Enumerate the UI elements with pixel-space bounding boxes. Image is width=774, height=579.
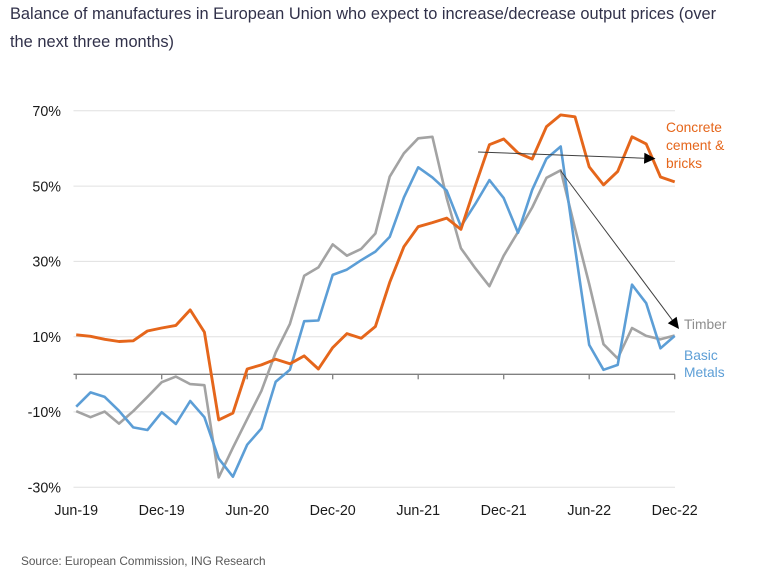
svg-text:Concrete: Concrete [666, 120, 722, 135]
svg-text:-30%: -30% [28, 480, 62, 496]
svg-text:Jun-19: Jun-19 [54, 503, 98, 519]
svg-text:Dec-22: Dec-22 [652, 503, 698, 519]
svg-text:cement &: cement & [666, 138, 724, 153]
svg-text:30%: 30% [32, 255, 61, 271]
svg-text:bricks: bricks [666, 156, 702, 171]
svg-text:Timber: Timber [684, 317, 727, 332]
svg-text:Jun-21: Jun-21 [396, 503, 440, 519]
svg-text:-10%: -10% [28, 405, 62, 421]
svg-text:Jun-22: Jun-22 [567, 503, 611, 519]
svg-text:Basic: Basic [684, 348, 718, 363]
svg-text:Dec-21: Dec-21 [481, 503, 527, 519]
svg-text:Jun-20: Jun-20 [225, 503, 269, 519]
svg-text:50%: 50% [32, 179, 61, 195]
svg-text:10%: 10% [32, 330, 61, 346]
svg-text:Dec-20: Dec-20 [310, 503, 356, 519]
svg-text:Metals: Metals [684, 365, 725, 380]
svg-text:Dec-19: Dec-19 [139, 503, 185, 519]
svg-text:70%: 70% [32, 104, 61, 120]
